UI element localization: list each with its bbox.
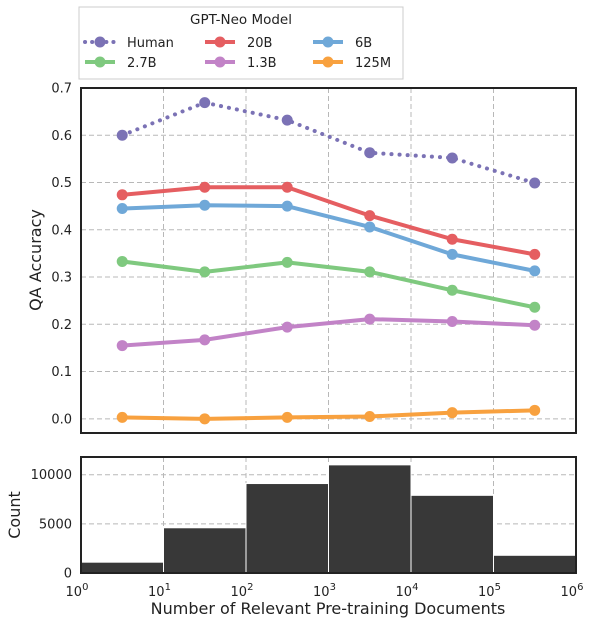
series-point-20b — [116, 189, 128, 201]
histogram-y-tick-label: 0 — [64, 567, 72, 582]
histogram-bar — [245, 483, 329, 574]
series-point-125m — [199, 413, 211, 425]
legend-title: GPT-Neo Model — [190, 12, 292, 28]
histogram-y-tick-labels: 0 5000 10000 — [31, 468, 72, 581]
accuracy-y-tick-label: 0.2 — [51, 318, 72, 333]
accuracy-y-tick-label: 0.5 — [51, 176, 72, 191]
legend-swatch-marker-human — [94, 36, 106, 48]
histogram-bars — [80, 464, 577, 574]
legend-swatch-marker-1.3b — [214, 56, 226, 68]
series-line-human — [120, 100, 537, 185]
series-point-human — [446, 152, 458, 164]
histogram-bar — [410, 494, 494, 574]
series-point-6b — [199, 199, 211, 211]
series-point-2.7b — [364, 266, 376, 278]
histogram-bar — [328, 464, 412, 574]
series-point-2.7b — [446, 284, 458, 296]
series-point-2.7b — [281, 256, 293, 268]
histogram-plot-frame — [80, 456, 577, 574]
accuracy-y-tick-label: 0.0 — [51, 412, 72, 427]
accuracy-y-tick-label: 0.1 — [51, 365, 72, 380]
series-point-6b — [364, 221, 376, 233]
series-point-human — [529, 177, 541, 189]
series-point-2.7b — [116, 255, 128, 267]
series-point-125m — [446, 407, 458, 419]
series-point-1.3b — [446, 315, 458, 327]
series-line-20b — [122, 185, 536, 257]
series-point-20b — [364, 210, 376, 222]
series-point-1.3b — [281, 321, 293, 333]
series-point-125m — [281, 411, 293, 423]
accuracy-plot-frame — [80, 87, 577, 434]
series-line-2.7b — [121, 259, 536, 310]
series-line-125m — [122, 408, 535, 421]
accuracy-series — [116, 97, 541, 425]
series-point-125m — [529, 404, 541, 416]
series-point-human — [199, 97, 211, 109]
legend-label-125m: 125M — [355, 56, 391, 71]
legend-label-20b: 20B — [247, 36, 272, 51]
series-point-1.3b — [199, 334, 211, 346]
histogram-bar — [80, 561, 164, 574]
histogram-y-tick-label: 10000 — [31, 468, 72, 483]
series-point-6b — [281, 200, 293, 212]
series-point-125m — [116, 411, 128, 423]
series-point-20b — [446, 233, 458, 245]
legend-swatch-marker-125m — [322, 56, 334, 68]
series-point-20b — [529, 248, 541, 260]
legend-label-2.7b: 2.7B — [127, 56, 157, 71]
series-point-20b — [281, 181, 293, 193]
accuracy-y-tick-label: 0.4 — [51, 223, 72, 238]
series-line-1.3b — [122, 317, 535, 348]
accuracy-y-tick-label: 0.7 — [51, 82, 72, 97]
legend-label-1.3b: 1.3B — [247, 56, 277, 71]
histogram-bar — [163, 527, 247, 574]
series-point-1.3b — [116, 340, 128, 352]
accuracy-y-tick-labels: 0.0 0.1 0.2 0.3 0.4 0.5 0.6 0.7 — [51, 82, 72, 428]
series-point-20b — [199, 181, 211, 193]
series-point-6b — [116, 203, 128, 215]
series-point-2.7b — [529, 301, 541, 313]
series-point-human — [364, 147, 376, 159]
series-point-human — [116, 129, 128, 141]
legend-label-6b: 6B — [355, 36, 372, 51]
legend-label-human: Human — [127, 36, 174, 51]
histogram-bar — [493, 554, 577, 574]
series-point-2.7b — [199, 266, 211, 278]
series-point-6b — [446, 248, 458, 260]
accuracy-y-tick-label: 0.6 — [51, 129, 72, 144]
series-point-1.3b — [529, 319, 541, 331]
series-point-125m — [364, 410, 376, 422]
legend-box — [78, 6, 404, 80]
series-point-6b — [529, 265, 541, 277]
x-axis-label: Number of Relevant Pre-training Document… — [151, 599, 506, 618]
histogram-y-axis-label: Count — [5, 491, 24, 539]
accuracy-y-tick-label: 0.3 — [51, 271, 72, 286]
histogram-y-tick-label: 5000 — [39, 517, 72, 532]
legend-swatch-marker-6b — [322, 36, 334, 48]
accuracy-y-axis-label: QA Accuracy — [26, 209, 45, 311]
legend: GPT-Neo Model Human 20B 6B 2.7B 1.3B 125M — [78, 6, 404, 80]
series-line-6b — [122, 203, 536, 273]
legend-swatch-marker-20b — [214, 36, 226, 48]
legend-swatch-marker-2.7b — [94, 56, 106, 68]
series-point-human — [281, 114, 293, 126]
series-point-1.3b — [364, 313, 376, 325]
